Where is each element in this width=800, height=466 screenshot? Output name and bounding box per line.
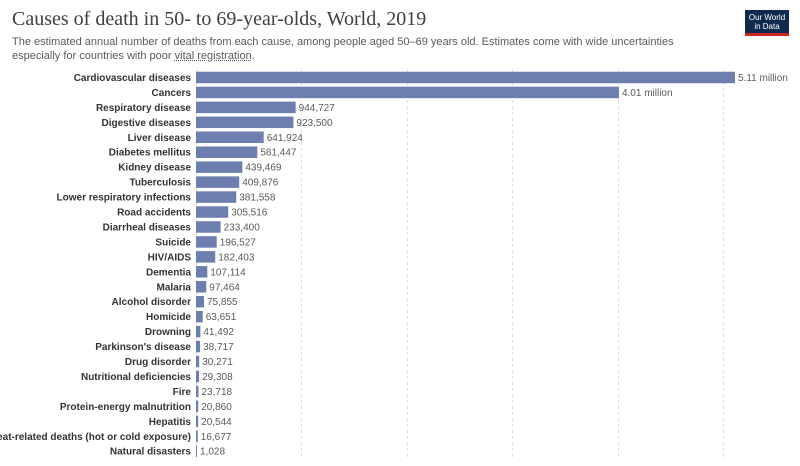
bar[interactable] [196, 310, 203, 323]
subtitle-end: . [251, 50, 255, 62]
category-label: Tuberculosis [130, 178, 192, 189]
bar-layer: Cardiovascular diseases 5.11 million Cance… [0, 71, 788, 458]
value-label: 20,860 [201, 402, 232, 413]
chart-subtitle: The estimated annual number of deaths fr… [12, 35, 712, 63]
category-label: Diarrheal diseases [103, 222, 192, 233]
value-label: 5.11 million [738, 73, 788, 84]
bar[interactable] [196, 146, 258, 158]
category-label: Liver disease [128, 133, 192, 144]
logo-line-2: in Data [754, 22, 780, 31]
category-label: Dementia [146, 267, 191, 278]
category-label: Digestive diseases [102, 118, 192, 129]
bar[interactable] [196, 251, 216, 263]
value-label: 581,447 [260, 148, 297, 159]
bar[interactable] [196, 415, 199, 428]
value-label: 38,717 [203, 342, 234, 353]
category-label: Parkinson's disease [95, 342, 191, 353]
value-label: 409,876 [242, 178, 279, 189]
bar[interactable] [196, 161, 243, 173]
category-label: Nutritional deficiencies [81, 372, 191, 383]
category-label: Fire [173, 387, 192, 398]
value-label: 107,114 [210, 267, 246, 278]
category-label: Cardiovascular diseases [74, 73, 192, 84]
bar[interactable] [196, 340, 201, 353]
value-label: 196,527 [220, 237, 257, 248]
category-label: Alcohol disorder [112, 297, 192, 308]
category-label: Natural disasters [110, 447, 192, 458]
bar[interactable] [196, 116, 294, 129]
value-label: 305,516 [231, 208, 268, 219]
category-label: Suicide [155, 237, 191, 248]
value-label: 20,544 [201, 417, 232, 428]
category-label: Heat-related deaths (hot or cold exposur… [0, 432, 191, 443]
grid-layer [196, 70, 724, 459]
bar[interactable] [196, 385, 199, 398]
value-label: 944,727 [299, 103, 336, 114]
value-label: 1,028 [200, 447, 225, 458]
category-label: Cancers [152, 88, 192, 99]
category-label: Respiratory disease [96, 103, 191, 114]
vital-registration-link[interactable]: vital registration [174, 50, 252, 62]
category-label: Lower respiratory infections [57, 193, 192, 204]
category-label: Protein-energy malnutrition [60, 402, 191, 413]
bar[interactable] [196, 295, 205, 308]
category-label: Hepatitis [149, 417, 192, 428]
category-label: Diabetes mellitus [109, 148, 192, 159]
bar[interactable] [196, 430, 198, 443]
subtitle-text: The estimated annual number of deaths fr… [12, 36, 674, 62]
bar[interactable] [196, 370, 200, 383]
bar[interactable] [196, 101, 296, 114]
value-label: 29,308 [202, 372, 233, 383]
bar[interactable] [196, 266, 208, 278]
category-label: Drowning [145, 327, 191, 338]
value-label: 4.01 million [622, 88, 673, 99]
bar[interactable] [196, 71, 735, 84]
bar[interactable] [196, 445, 197, 457]
bar[interactable] [196, 221, 221, 233]
value-label: 16,677 [201, 432, 232, 443]
category-label: Kidney disease [118, 163, 191, 174]
bar[interactable] [196, 355, 200, 368]
value-label: 23,718 [202, 387, 233, 398]
value-label: 233,400 [224, 222, 261, 233]
bar[interactable] [196, 325, 201, 338]
value-label: 439,469 [245, 163, 282, 174]
chart-title: Causes of death in 50- to 69-year-olds, … [12, 8, 427, 30]
bar[interactable] [196, 236, 217, 248]
bar[interactable] [196, 176, 240, 188]
category-label: HIV/AIDS [148, 252, 192, 263]
our-world-in-data-logo[interactable]: Our World in Data [745, 10, 789, 36]
value-label: 75,855 [207, 297, 238, 308]
bar[interactable] [196, 281, 207, 293]
value-label: 41,492 [203, 327, 234, 338]
category-label: Homicide [146, 312, 191, 323]
category-label: Malaria [157, 282, 192, 293]
value-label: 923,500 [296, 118, 333, 129]
value-label: 381,558 [239, 193, 276, 204]
bar[interactable] [196, 191, 237, 203]
value-label: 63,651 [206, 312, 237, 323]
bar[interactable] [196, 86, 619, 99]
value-label: 641,924 [267, 133, 304, 144]
value-label: 182,403 [218, 252, 255, 263]
bar[interactable] [196, 131, 264, 144]
bar[interactable] [196, 400, 199, 413]
bar[interactable] [196, 206, 229, 218]
logo-line-1: Our World [748, 13, 786, 22]
value-label: 97,464 [209, 282, 240, 293]
category-label: Road accidents [117, 208, 191, 219]
value-label: 30,271 [202, 357, 233, 368]
category-label: Drug disorder [125, 357, 191, 368]
